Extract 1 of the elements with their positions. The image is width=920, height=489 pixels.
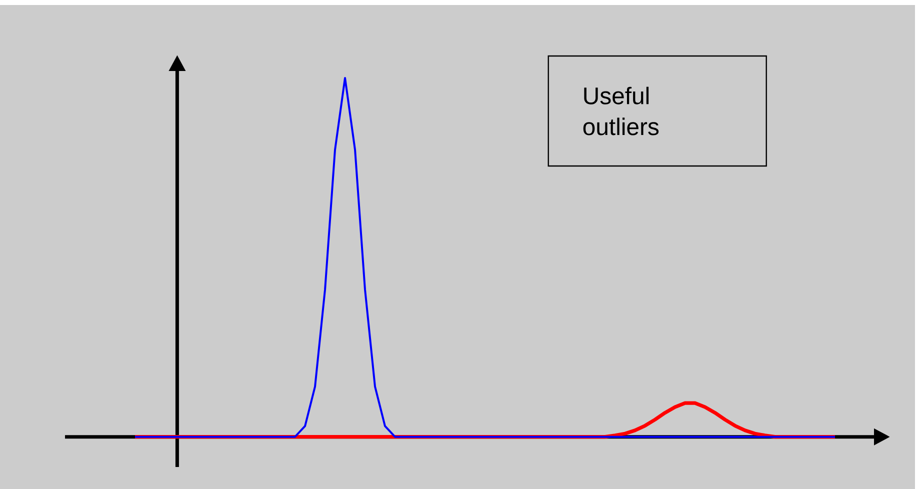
annotation: Useful outliers [583,86,659,136]
